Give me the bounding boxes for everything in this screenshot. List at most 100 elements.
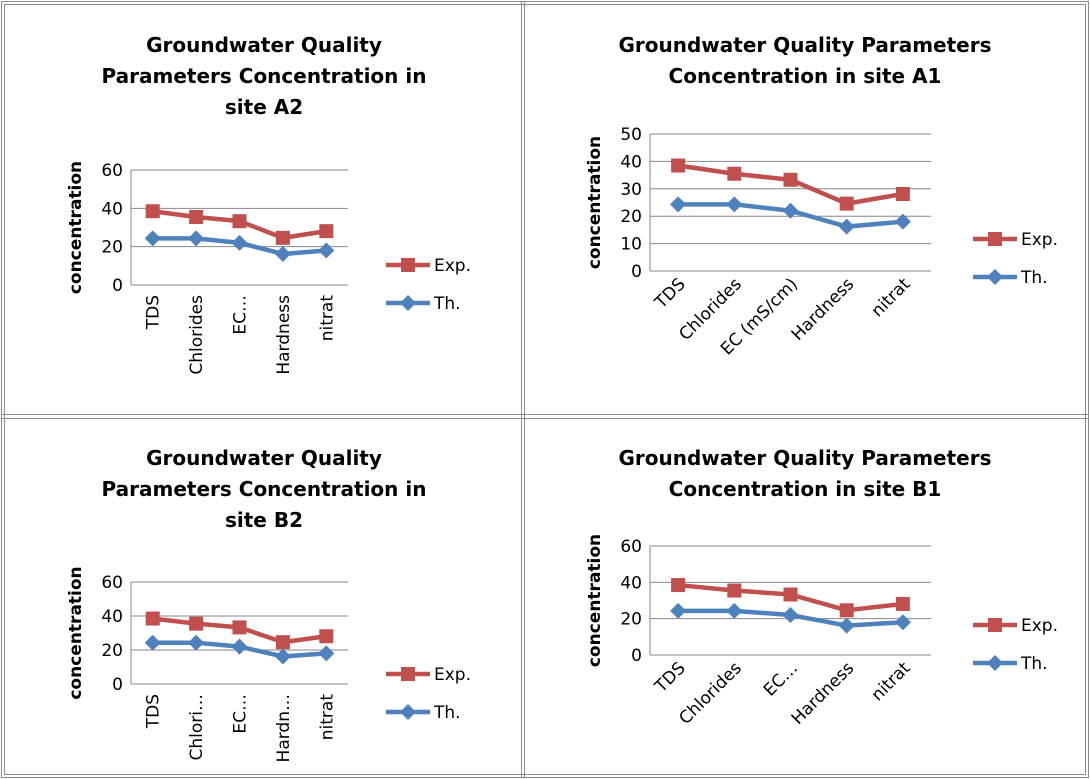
data-point [144, 634, 161, 651]
data-point [782, 202, 799, 219]
data-point [232, 214, 247, 229]
data-point [275, 230, 290, 245]
data-point [274, 245, 291, 262]
data-point [895, 187, 910, 202]
chart-panel-b2: Groundwater Quality Parameters Concentra… [8, 421, 520, 773]
data-point [838, 617, 855, 634]
data-point [274, 648, 291, 665]
y-tick-label: 40 [101, 199, 123, 219]
y-axis-title: concentration [585, 136, 605, 269]
y-tick-label: 20 [101, 641, 123, 661]
x-tick-label: Chlorides [675, 658, 746, 729]
x-tick-label: Chlorides [187, 295, 207, 375]
y-tick-label: 0 [631, 262, 642, 282]
y-tick-label: 10 [620, 235, 642, 255]
data-point [670, 196, 687, 213]
x-tick-label: Hardness [274, 295, 294, 375]
data-point [782, 607, 799, 624]
data-point [319, 629, 334, 644]
data-point [671, 578, 686, 593]
data-point [783, 587, 798, 602]
data-point [231, 638, 248, 655]
chart-title: Groundwater Quality Parameters Concentra… [526, 30, 1084, 92]
x-tick-label: EC… [231, 694, 251, 734]
data-point [275, 635, 290, 650]
y-tick-label: 40 [620, 573, 642, 593]
data-point [727, 583, 742, 598]
y-tick-label: 40 [101, 607, 123, 627]
y-tick-label: 20 [620, 207, 642, 227]
y-tick-label: 20 [620, 610, 642, 630]
x-tick-label: TDS [651, 658, 690, 697]
x-tick-label: TDS [651, 274, 690, 313]
x-tick-label: nitrat [317, 295, 337, 342]
data-point [671, 158, 686, 173]
legend-label: Th. [433, 294, 461, 314]
chart-title-line-1: Groundwater Quality Parameters [618, 33, 992, 57]
data-point [894, 614, 911, 631]
legend-marker [987, 655, 1003, 671]
data-point [231, 234, 248, 251]
legend-label: Exp. [434, 256, 471, 276]
chart-title-line-1: Groundwater Quality [146, 33, 382, 57]
chart-title-line-2: Concentration in site B1 [668, 477, 942, 501]
chart-title-line-2: Parameters Concentration in [101, 64, 427, 88]
data-point [189, 209, 204, 224]
y-tick-label: 30 [620, 180, 642, 200]
chart-panel-a1: Groundwater Quality Parameters Concentra… [526, 8, 1084, 412]
x-tick-label: EC… [231, 295, 251, 335]
data-point [189, 616, 204, 631]
line-chart-b2: 0 20 40 60 concentration TDS Chlori… EC… Hardn… n… [66, 566, 471, 762]
legend-label: Exp. [1021, 616, 1058, 636]
chart-title: Groundwater Quality Parameters Concentra… [8, 30, 520, 123]
legend-label: Th. [1020, 268, 1048, 288]
legend-label: Th. [1020, 654, 1048, 674]
y-tick-label: 60 [101, 161, 123, 181]
y-axis-title: concentration [66, 161, 86, 294]
legend-marker [401, 258, 415, 272]
chart-title-line-2: Parameters Concentration in [101, 477, 427, 501]
legend-marker [401, 667, 415, 681]
data-point [318, 645, 335, 662]
x-tick-label: nitrat [317, 694, 337, 741]
data-point [188, 230, 205, 247]
data-point [726, 602, 743, 619]
y-axis-title: concentration [66, 566, 86, 699]
y-tick-label: 50 [620, 125, 642, 145]
y-tick-label: 60 [620, 537, 642, 557]
legend-label: Exp. [1021, 230, 1058, 250]
legend-label: Th. [433, 703, 461, 723]
data-point [839, 603, 854, 618]
y-tick-label: 40 [620, 152, 642, 172]
x-tick-label: EC… [760, 658, 802, 700]
x-tick-label: nitrat [868, 658, 915, 705]
data-point [144, 230, 161, 247]
y-tick-label: 20 [101, 238, 123, 258]
x-tick-label: Chlori… [187, 694, 207, 760]
x-tick-label: TDS [144, 295, 164, 330]
data-point [318, 242, 335, 259]
data-point [895, 596, 910, 611]
chart-title-line-1: Groundwater Quality Parameters [618, 446, 992, 470]
chart-title-line-2: Concentration in site A1 [668, 64, 942, 88]
legend-marker [400, 295, 416, 311]
data-point [232, 620, 247, 635]
data-point [145, 204, 160, 219]
legend-marker [987, 269, 1003, 285]
chart-panel-b1: Groundwater Quality Parameters Concentra… [526, 421, 1084, 773]
data-point [188, 634, 205, 651]
data-point [839, 196, 854, 211]
y-axis-title: concentration [585, 534, 605, 667]
data-point [838, 218, 855, 235]
y-tick-label: 0 [631, 646, 642, 666]
data-point [894, 213, 911, 230]
data-point [319, 224, 334, 239]
legend-marker [988, 618, 1002, 632]
y-tick-label: 0 [112, 675, 123, 695]
chart-panel-a2: Groundwater Quality Parameters Concentra… [8, 8, 520, 412]
data-point [726, 196, 743, 213]
chart-title: Groundwater Quality Parameters Concentra… [8, 443, 520, 536]
